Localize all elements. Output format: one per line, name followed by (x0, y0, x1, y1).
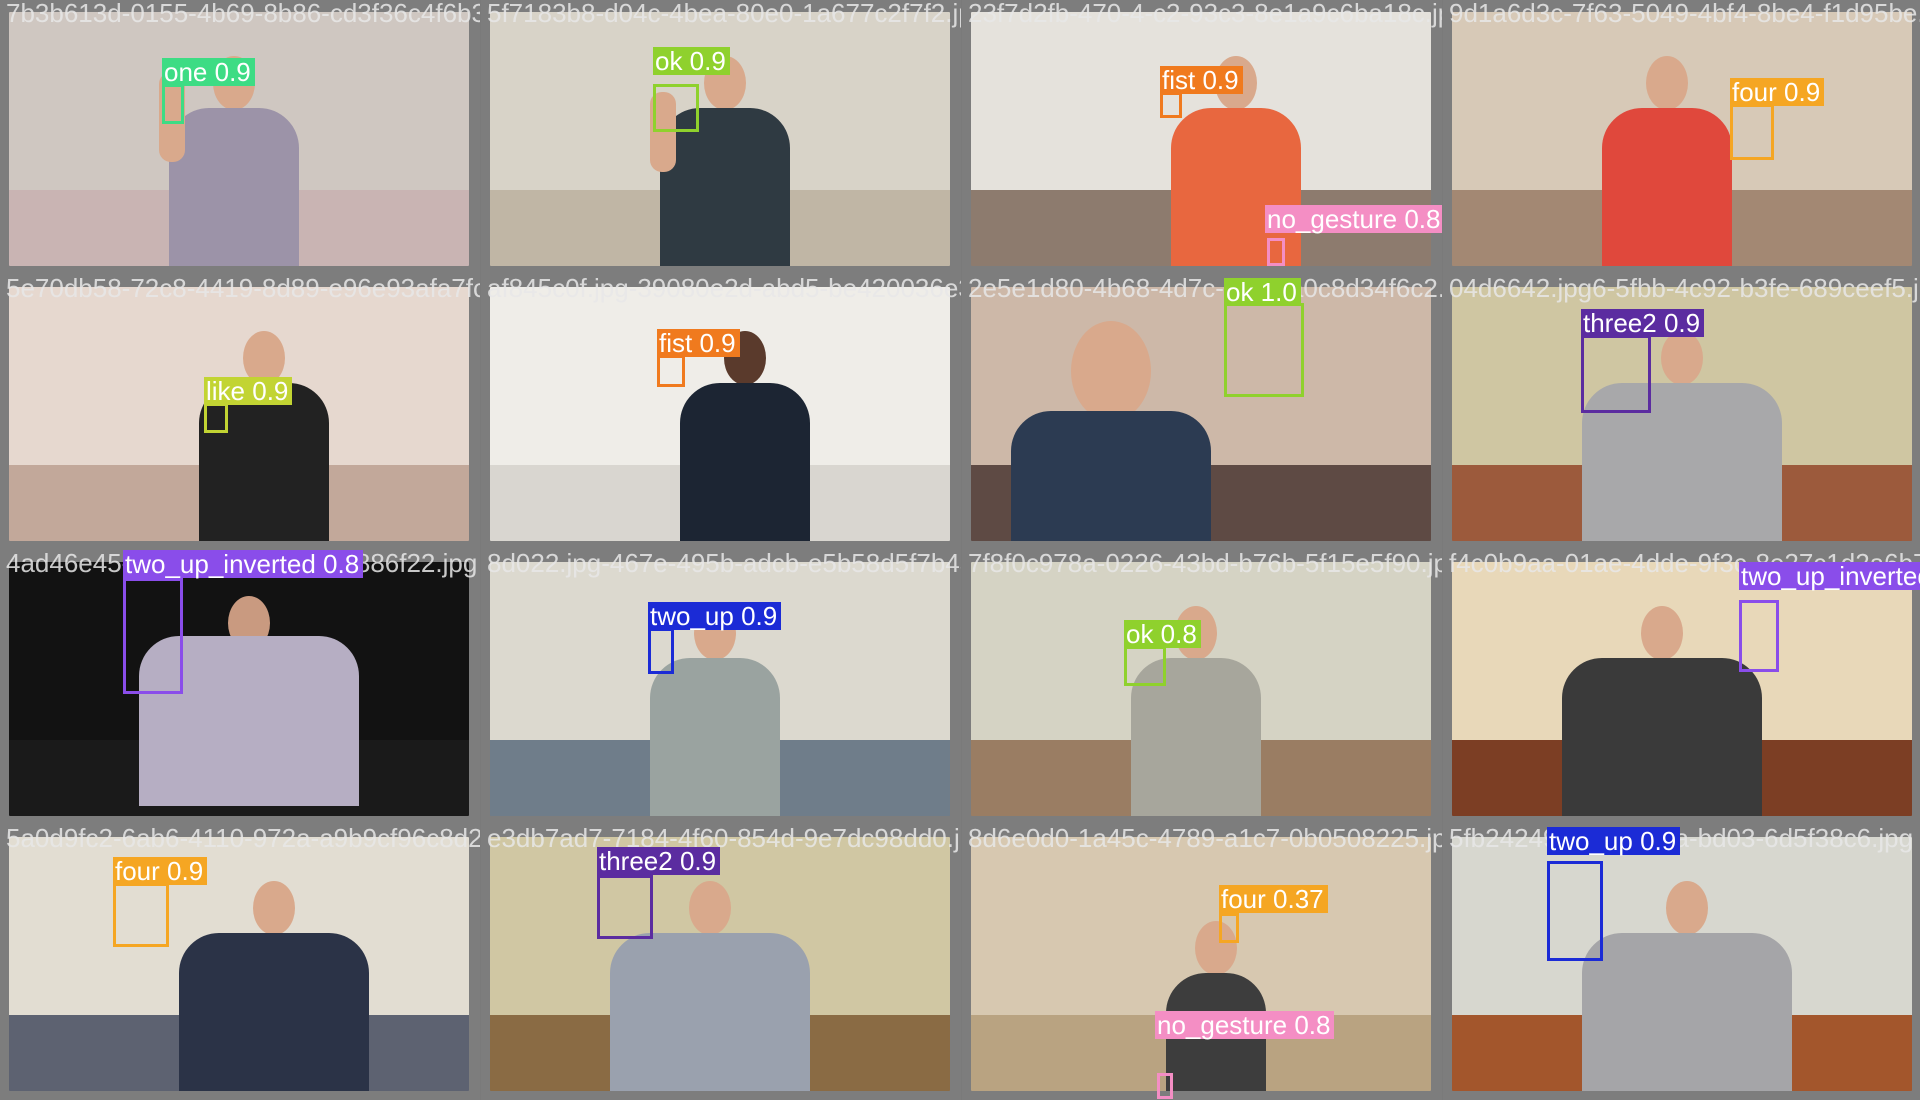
photo (9, 12, 469, 266)
person (159, 56, 309, 266)
detection-label: one 0.9 (162, 58, 255, 86)
detection-box (1730, 104, 1774, 160)
detection-box (1547, 861, 1603, 961)
detection-box (1581, 335, 1651, 413)
tile-14: e3db7ad7-7184-4f60-854d-9e7dc98dd0.jpg t… (481, 825, 961, 1100)
tile-12: f4c0b9aa-01ae-4dde-9f3c-8e27c1d2a6b7.jpg… (1443, 550, 1920, 825)
detection-box (162, 84, 184, 124)
tile-1: 7b3b613d-0155-4b69-8b86-cd3f36c4f6b3.jpg… (0, 0, 480, 275)
detection-label: fist 0.9 (657, 329, 740, 357)
detection-label: fist 0.9 (1160, 66, 1243, 94)
detection-label: four 0.9 (113, 857, 208, 885)
detection-box (653, 84, 699, 132)
detection-label: ok 1.0 (1224, 278, 1301, 306)
detection-label: two_up_inverted 0.8 (123, 550, 364, 578)
detection-box (648, 628, 674, 674)
tile-8: 04d6642.jpg6-5fbb-4c92-b3fe-689ceef5.jpg… (1443, 275, 1920, 550)
detection-label: four 0.9 (1730, 78, 1825, 106)
file-name: af845c0f.jpg-39080e2d-abd5-be420036e39a-… (487, 275, 961, 303)
tile-5: 5e70db58-72c8-4419-8d89-e96e93afa7fc4.jp… (0, 275, 480, 550)
detection-box (1224, 303, 1304, 397)
tile-9: 4ad46e45-4c12-9b0f-bd16341886f22.jpg two… (0, 550, 480, 825)
detection-box (1160, 92, 1182, 118)
file-name: 7f8f0c978a-0226-43bd-b76b-5f15e5f90.jpg (968, 550, 1442, 578)
file-name: 5e70db58-72c8-4419-8d89-e96e93afa7fc4.jp… (6, 275, 480, 303)
file-name: 5fb24249-1c3d-4b1a-bd03-6d5f38c6.jpg (1449, 825, 1914, 853)
file-name: 5a0d9fc2-6ab6-4110-972a-a9b9cf96c8d2.jpg (6, 825, 480, 853)
detection-label: ok 0.9 (653, 47, 730, 75)
detection-box (204, 403, 228, 433)
file-name: 2e5e1d80-4b68-4d7c-9b8c-a0c8d34f6c2.jpg (968, 275, 1442, 303)
file-name: 23f7d2fb-470-4-c2-93c3-8e1a9c6ba18c.jpg (968, 0, 1442, 28)
detection-box (657, 355, 685, 387)
detection-label-secondary: no_gesture 0.8 (1155, 1011, 1335, 1039)
file-name: 9d1a6d3c-7f63-5049-4bf4-8be4-f1d95be.jpg (1449, 0, 1920, 28)
tile-7: 2e5e1d80-4b68-4d7c-9b8c-a0c8d34f6c2.jpg … (962, 275, 1442, 550)
detection-label: two_up_inverted (1739, 562, 1920, 590)
file-name: 8d6e0d0-1a45c-4789-a1c7-0b0508225.jpg (968, 825, 1442, 853)
tile-3: 23f7d2fb-470-4-c2-93c3-8e1a9c6ba18c.jpg … (962, 0, 1442, 275)
detection-label-secondary: no_gesture 0.8 (1265, 205, 1442, 233)
tile-10: 8d022.jpg-467e-495b-adcb-e5b58d5f7b43.jp… (481, 550, 961, 825)
detection-box (597, 875, 653, 939)
detection-box (1124, 646, 1166, 686)
detection-label: two_up 0.9 (648, 602, 782, 630)
tile-13: 5a0d9fc2-6ab6-4110-972a-a9b9cf96c8d2.jpg… (0, 825, 480, 1100)
tile-2: 5f7183b8-d04c-4bea-80e0-1a677c2f7f2.jpg … (481, 0, 961, 275)
detection-label: four 0.37 (1219, 885, 1328, 913)
file-name: 5f7183b8-d04c-4bea-80e0-1a677c2f7f2.jpg (487, 0, 961, 28)
detection-label: three2 0.9 (597, 847, 721, 875)
detection-label: like 0.9 (204, 377, 293, 405)
tile-6: af845c0f.jpg-39080e2d-abd5-be420036e39a-… (481, 275, 961, 550)
file-name: 8d022.jpg-467e-495b-adcb-e5b58d5f7b43.jp… (487, 550, 961, 578)
tile-15: 8d6e0d0-1a45c-4789-a1c7-0b0508225.jpg fo… (962, 825, 1442, 1100)
file-name: 04d6642.jpg6-5fbb-4c92-b3fe-689ceef5.jpg (1449, 275, 1920, 303)
tile-4: 9d1a6d3c-7f63-5049-4bf4-8be4-f1d95be.jpg… (1443, 0, 1920, 275)
detection-box (123, 578, 183, 694)
tile-16: 5fb24249-1c3d-4b1a-bd03-6d5f38c6.jpg two… (1443, 825, 1920, 1100)
detection-box-secondary (1267, 238, 1285, 266)
detection-label: ok 0.8 (1124, 620, 1201, 648)
detection-label: three2 0.9 (1581, 309, 1705, 337)
file-name: 7b3b613d-0155-4b69-8b86-cd3f36c4f6b3.jpg (6, 0, 480, 28)
detection-box-secondary (1157, 1073, 1173, 1099)
tile-11: 7f8f0c978a-0226-43bd-b76b-5f15e5f90.jpg … (962, 550, 1442, 825)
detection-box (1219, 913, 1239, 943)
detection-box (1739, 600, 1779, 672)
detection-label: two_up 0.9 (1547, 827, 1681, 855)
file-name: e3db7ad7-7184-4f60-854d-9e7dc98dd0.jpg (487, 825, 961, 853)
detection-box (113, 883, 169, 947)
